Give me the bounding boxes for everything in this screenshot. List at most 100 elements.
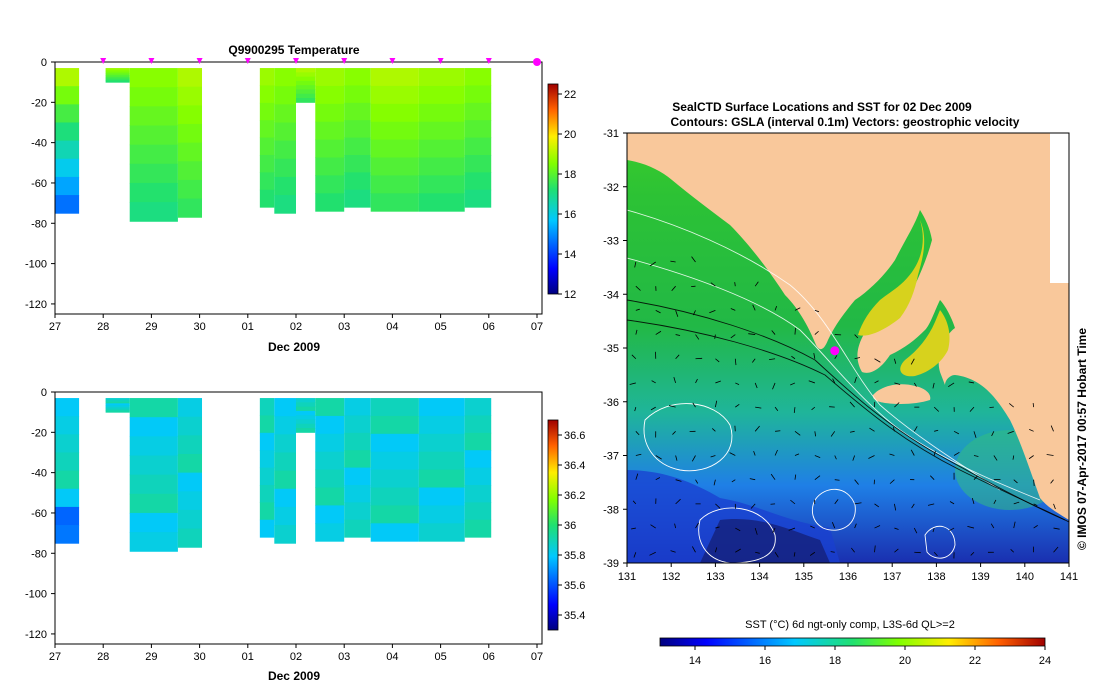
data-cell xyxy=(274,506,296,526)
temperature-y-axis: 0 -20 -40 -60 -80 -100 -120 xyxy=(25,57,55,311)
temperature-colorbar-ticks: 22 20 18 16 14 12 xyxy=(558,89,576,301)
data-cell xyxy=(259,415,275,434)
data-cell xyxy=(370,505,419,524)
sst-colorbar-tick-label: 22 xyxy=(969,655,981,667)
data-cell xyxy=(464,415,492,434)
map-x-tick-label: 136 xyxy=(839,571,857,583)
data-cell xyxy=(105,408,130,411)
data-cell xyxy=(105,68,130,71)
data-cell xyxy=(296,76,316,82)
data-cell xyxy=(274,195,296,214)
velocity-arrow xyxy=(793,552,796,557)
velocity-arrow xyxy=(772,382,776,390)
velocity-arrow xyxy=(948,382,955,388)
velocity-arrow xyxy=(635,473,639,480)
temperature-xlabel: Dec 2009 xyxy=(268,340,320,354)
gsla-contours xyxy=(627,209,1069,563)
data-cell xyxy=(129,163,178,184)
data-cell xyxy=(464,68,492,86)
map-y-tick-label: -32 xyxy=(603,182,619,194)
x-tick-label: 30 xyxy=(193,321,205,333)
data-cell xyxy=(55,104,80,123)
y-tick-label: -80 xyxy=(31,548,47,560)
data-cell xyxy=(259,467,275,486)
y-tick-label: -40 xyxy=(31,138,47,150)
spencer-gulf-sst xyxy=(900,310,950,377)
gsla-contour-eddy xyxy=(643,403,733,472)
velocity-arrow xyxy=(970,551,975,556)
land xyxy=(627,133,1069,520)
data-cell xyxy=(129,87,178,107)
data-cell xyxy=(344,502,371,521)
data-cell xyxy=(370,433,419,453)
velocity-arrow xyxy=(751,358,756,363)
map-x-tick-label: 134 xyxy=(750,571,768,583)
profile-marker xyxy=(437,58,444,64)
data-cell xyxy=(274,416,296,435)
velocity-arrow xyxy=(635,308,640,311)
velocity-arrow xyxy=(634,261,637,268)
sst-colorbar xyxy=(659,637,1046,647)
y-tick-label: -100 xyxy=(25,589,47,601)
velocity-arrow xyxy=(894,382,901,385)
velocity-arrow xyxy=(634,407,637,412)
data-cell xyxy=(464,484,492,503)
velocity-arrow xyxy=(754,527,758,535)
velocity-arrow xyxy=(671,285,676,292)
velocity-arrow xyxy=(894,548,899,553)
velocity-arrow xyxy=(1053,527,1060,530)
velocity-vectors xyxy=(629,256,1060,559)
velocity-arrow xyxy=(854,502,862,505)
velocity-arrow xyxy=(635,453,642,456)
data-cell xyxy=(344,484,371,503)
velocity-arrow xyxy=(691,546,696,553)
velocity-arrow xyxy=(748,333,756,335)
velocity-arrow xyxy=(650,406,656,411)
data-cell xyxy=(296,89,316,95)
data-cell xyxy=(464,502,492,521)
x-tick-label: 28 xyxy=(97,321,109,333)
velocity-arrow xyxy=(967,525,975,529)
velocity-arrow xyxy=(675,455,678,461)
data-cell xyxy=(55,398,80,417)
data-cell xyxy=(55,525,80,544)
data-cell xyxy=(274,104,296,123)
data-cell xyxy=(296,85,316,90)
velocity-arrow xyxy=(854,357,861,360)
velocity-arrow xyxy=(730,308,736,311)
salinity-data xyxy=(55,398,492,552)
data-cell xyxy=(259,102,275,121)
data-cell xyxy=(55,176,80,196)
y-tick-label: -80 xyxy=(31,218,47,230)
data-cell xyxy=(464,398,492,416)
velocity-arrow xyxy=(635,431,640,436)
data-cell xyxy=(418,139,465,159)
map-title: SealCTD Surface Locations and SST for 02… xyxy=(672,100,972,114)
velocity-arrow xyxy=(774,305,778,311)
velocity-arrow xyxy=(754,425,760,432)
data-cell xyxy=(259,432,275,451)
velocity-arrow xyxy=(675,498,681,505)
velocity-arrow xyxy=(874,503,880,508)
velocity-arrow xyxy=(655,310,661,314)
data-cell xyxy=(274,525,296,544)
map-y-tick-label: -37 xyxy=(603,451,619,463)
velocity-arrow xyxy=(655,477,661,481)
data-cell xyxy=(418,505,465,524)
velocity-arrow xyxy=(715,547,718,553)
data-cell xyxy=(274,452,296,472)
velocity-arrow xyxy=(774,449,778,456)
data-cell xyxy=(274,68,296,87)
velocity-arrow xyxy=(911,503,915,509)
map-x-axis: 131 132 133 134 135 136 137 138 139 140 141 xyxy=(618,563,1078,583)
data-cell xyxy=(464,519,492,538)
x-tick-label: 30 xyxy=(193,651,205,663)
data-cell xyxy=(344,137,371,156)
velocity-arrow xyxy=(794,430,801,436)
data-cell xyxy=(370,68,419,87)
data-cell xyxy=(129,493,178,514)
data-cell xyxy=(274,176,296,196)
data-cell xyxy=(315,157,345,176)
colorbar-tick-label: 22 xyxy=(564,89,576,101)
